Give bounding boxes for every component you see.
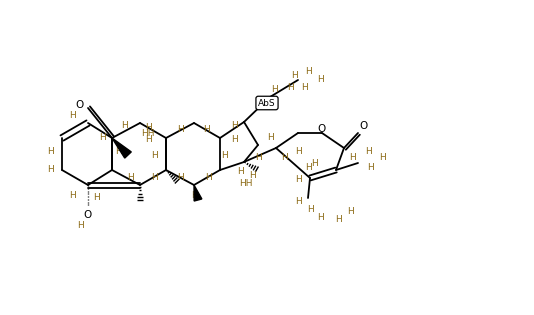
Text: H: H bbox=[69, 111, 76, 119]
Text: H: H bbox=[295, 147, 301, 157]
Text: H: H bbox=[304, 163, 311, 173]
Text: H: H bbox=[302, 83, 308, 93]
Text: H: H bbox=[349, 153, 355, 163]
Text: H: H bbox=[304, 67, 311, 77]
Text: H: H bbox=[191, 191, 198, 199]
Text: H: H bbox=[365, 147, 371, 157]
Text: H: H bbox=[281, 153, 287, 163]
Text: HH: HH bbox=[142, 129, 155, 138]
Text: H: H bbox=[127, 174, 134, 182]
Text: H: H bbox=[295, 198, 301, 207]
Text: H: H bbox=[100, 134, 106, 142]
Text: O: O bbox=[84, 210, 92, 220]
Text: H: H bbox=[93, 193, 100, 203]
Text: H: H bbox=[46, 147, 53, 157]
Text: H: H bbox=[145, 123, 151, 131]
Text: H: H bbox=[335, 215, 341, 225]
Text: H: H bbox=[232, 135, 238, 145]
Text: H: H bbox=[347, 208, 354, 216]
Text: H: H bbox=[292, 71, 299, 79]
Text: H: H bbox=[115, 147, 121, 157]
Text: HH: HH bbox=[239, 179, 253, 187]
Text: H: H bbox=[177, 174, 183, 182]
Polygon shape bbox=[112, 138, 131, 158]
Text: H: H bbox=[266, 134, 273, 142]
Text: H: H bbox=[122, 121, 128, 129]
Text: H: H bbox=[295, 175, 301, 185]
Text: H: H bbox=[202, 125, 209, 135]
Text: H: H bbox=[177, 125, 183, 135]
Text: O: O bbox=[318, 124, 326, 134]
Text: H: H bbox=[145, 135, 151, 145]
Polygon shape bbox=[194, 185, 202, 201]
Text: H: H bbox=[317, 76, 324, 84]
Text: H: H bbox=[152, 151, 159, 159]
Text: H: H bbox=[152, 173, 159, 181]
Text: H: H bbox=[255, 153, 261, 163]
Text: H: H bbox=[237, 168, 244, 176]
Text: H: H bbox=[69, 191, 76, 199]
Text: H: H bbox=[379, 153, 386, 163]
Text: H: H bbox=[231, 121, 238, 129]
Text: H: H bbox=[317, 214, 324, 222]
Text: H: H bbox=[307, 205, 313, 215]
Text: H: H bbox=[272, 85, 278, 94]
Text: H: H bbox=[261, 99, 268, 107]
Text: H: H bbox=[287, 83, 293, 93]
Text: H: H bbox=[205, 174, 211, 182]
Text: H: H bbox=[249, 170, 255, 180]
Text: O: O bbox=[360, 121, 368, 131]
Text: H: H bbox=[221, 151, 227, 159]
Text: H: H bbox=[46, 165, 53, 175]
Text: H: H bbox=[76, 220, 83, 230]
Text: H: H bbox=[367, 163, 373, 173]
Text: AbS: AbS bbox=[258, 99, 276, 107]
Text: O: O bbox=[76, 100, 84, 110]
Text: H: H bbox=[312, 158, 318, 168]
